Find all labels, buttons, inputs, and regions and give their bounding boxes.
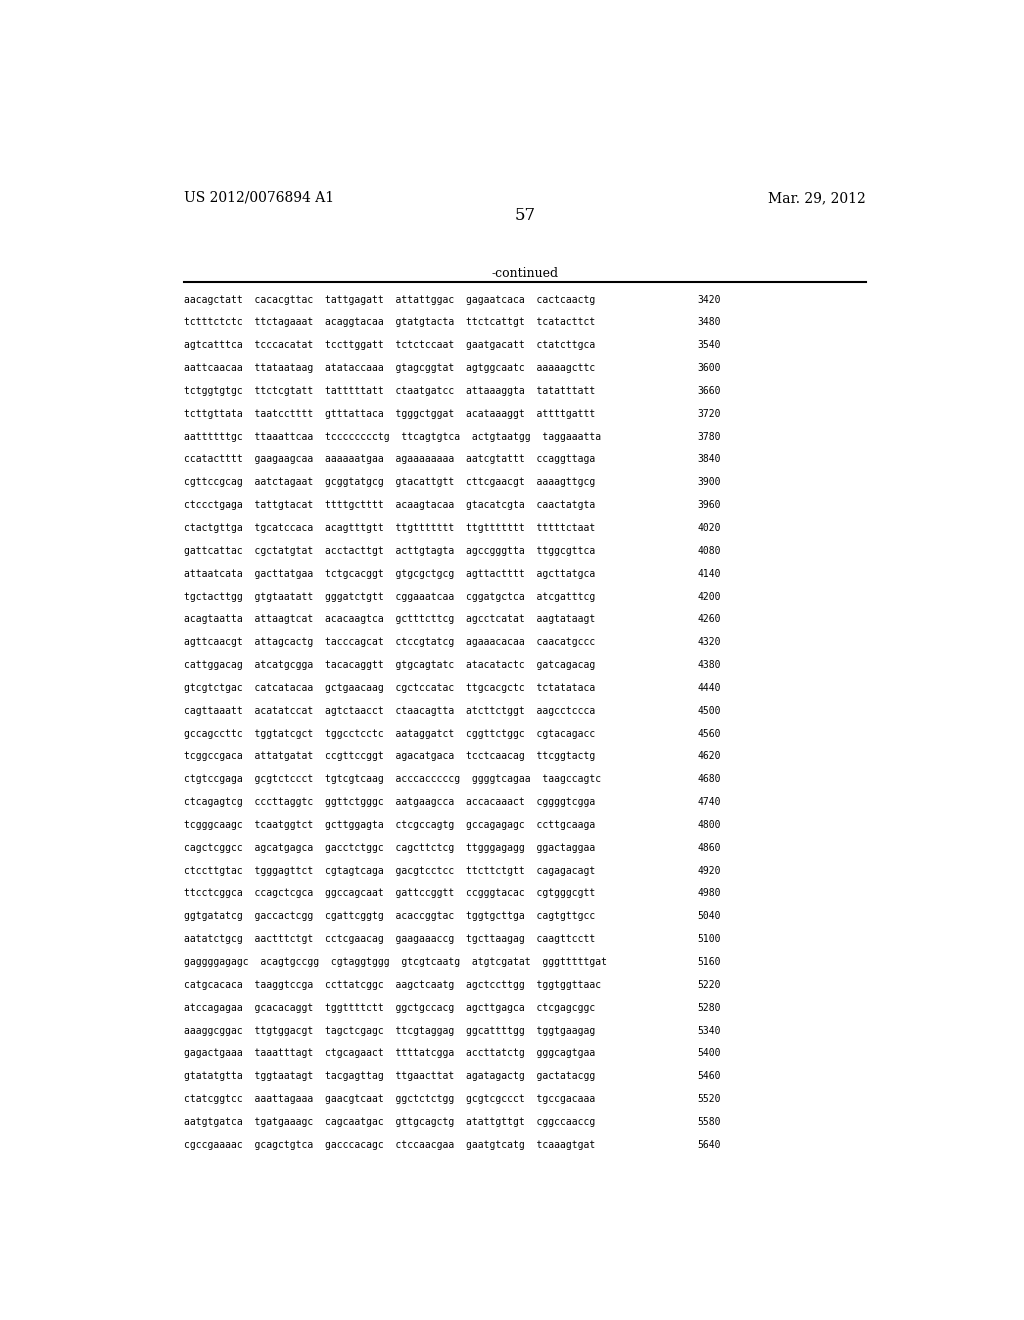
Text: gattcattac  cgctatgtat  acctacttgt  acttgtagta  agccgggtta  ttggcgttca: gattcattac cgctatgtat acctacttgt acttgta… bbox=[183, 546, 595, 556]
Text: gagactgaaa  taaatttagt  ctgcagaact  ttttatcgga  accttatctg  gggcagtgaa: gagactgaaa taaatttagt ctgcagaact ttttatc… bbox=[183, 1048, 595, 1059]
Text: tctttctctc  ttctagaaat  acaggtacaa  gtatgtacta  ttctcattgt  tcatacttct: tctttctctc ttctagaaat acaggtacaa gtatgta… bbox=[183, 317, 595, 327]
Text: 3480: 3480 bbox=[697, 317, 721, 327]
Text: 4140: 4140 bbox=[697, 569, 721, 578]
Text: aattttttgc  ttaaattcaa  tcccccccctg  ttcagtgtca  actgtaatgg  taggaaatta: aattttttgc ttaaattcaa tcccccccctg ttcagt… bbox=[183, 432, 601, 442]
Text: 3660: 3660 bbox=[697, 385, 721, 396]
Text: 3420: 3420 bbox=[697, 294, 721, 305]
Text: ccatactttt  gaagaagcaa  aaaaaatgaa  agaaaaaaaa  aatcgtattt  ccaggttaga: ccatactttt gaagaagcaa aaaaaatgaa agaaaaa… bbox=[183, 454, 595, 465]
Text: aacagctatt  cacacgttac  tattgagatt  attattggac  gagaatcaca  cactcaactg: aacagctatt cacacgttac tattgagatt attattg… bbox=[183, 294, 595, 305]
Text: 3840: 3840 bbox=[697, 454, 721, 465]
Text: ggtgatatcg  gaccactcgg  cgattcggtg  acaccggtac  tggtgcttga  cagtgttgcc: ggtgatatcg gaccactcgg cgattcggtg acaccgg… bbox=[183, 911, 595, 921]
Text: 5460: 5460 bbox=[697, 1072, 721, 1081]
Text: cattggacag  atcatgcgga  tacacaggtt  gtgcagtatc  atacatactc  gatcagacag: cattggacag atcatgcgga tacacaggtt gtgcagt… bbox=[183, 660, 595, 671]
Text: 57: 57 bbox=[514, 207, 536, 224]
Text: 4440: 4440 bbox=[697, 682, 721, 693]
Text: acagtaatta  attaagtcat  acacaagtca  gctttcttcg  agcctcatat  aagtataagt: acagtaatta attaagtcat acacaagtca gctttct… bbox=[183, 614, 595, 624]
Text: US 2012/0076894 A1: US 2012/0076894 A1 bbox=[183, 191, 334, 205]
Text: 4620: 4620 bbox=[697, 751, 721, 762]
Text: 4500: 4500 bbox=[697, 706, 721, 715]
Text: 4320: 4320 bbox=[697, 638, 721, 647]
Text: tgctacttgg  gtgtaatatt  gggatctgtt  cggaaatcaa  cggatgctca  atcgatttcg: tgctacttgg gtgtaatatt gggatctgtt cggaaat… bbox=[183, 591, 595, 602]
Text: 4920: 4920 bbox=[697, 866, 721, 875]
Text: gccagccttc  tggtatcgct  tggcctcctc  aataggatct  cggttctggc  cgtacagacc: gccagccttc tggtatcgct tggcctcctc aatagga… bbox=[183, 729, 595, 739]
Text: 5040: 5040 bbox=[697, 911, 721, 921]
Text: Mar. 29, 2012: Mar. 29, 2012 bbox=[768, 191, 866, 205]
Text: 5280: 5280 bbox=[697, 1003, 721, 1012]
Text: 4560: 4560 bbox=[697, 729, 721, 739]
Text: aatatctgcg  aactttctgt  cctcgaacag  gaagaaaccg  tgcttaagag  caagttcctt: aatatctgcg aactttctgt cctcgaacag gaagaaa… bbox=[183, 935, 595, 944]
Text: gaggggagagc  acagtgccgg  cgtaggtggg  gtcgtcaatg  atgtcgatat  gggtttttgat: gaggggagagc acagtgccgg cgtaggtggg gtcgtc… bbox=[183, 957, 606, 968]
Text: cgttccgcag  aatctagaat  gcggtatgcg  gtacattgtt  cttcgaacgt  aaaagttgcg: cgttccgcag aatctagaat gcggtatgcg gtacatt… bbox=[183, 478, 595, 487]
Text: ttcctcggca  ccagctcgca  ggccagcaat  gattccggtt  ccgggtacac  cgtgggcgtt: ttcctcggca ccagctcgca ggccagcaat gattccg… bbox=[183, 888, 595, 899]
Text: catgcacaca  taaggtccga  ccttatcggc  aagctcaatg  agctccttgg  tggtggttaac: catgcacaca taaggtccga ccttatcggc aagctca… bbox=[183, 979, 601, 990]
Text: -continued: -continued bbox=[492, 267, 558, 280]
Text: 4380: 4380 bbox=[697, 660, 721, 671]
Text: 5400: 5400 bbox=[697, 1048, 721, 1059]
Text: aaaggcggac  ttgtggacgt  tagctcgagc  ttcgtaggag  ggcattttgg  tggtgaagag: aaaggcggac ttgtggacgt tagctcgagc ttcgtag… bbox=[183, 1026, 595, 1036]
Text: 3900: 3900 bbox=[697, 478, 721, 487]
Text: ctccctgaga  tattgtacat  ttttgctttt  acaagtacaa  gtacatcgta  caactatgta: ctccctgaga tattgtacat ttttgctttt acaagta… bbox=[183, 500, 595, 510]
Text: 3720: 3720 bbox=[697, 409, 721, 418]
Text: ctcagagtcg  cccttaggtc  ggttctgggc  aatgaagcca  accacaaact  cggggtcgga: ctcagagtcg cccttaggtc ggttctgggc aatgaag… bbox=[183, 797, 595, 807]
Text: 5100: 5100 bbox=[697, 935, 721, 944]
Text: gtcgtctgac  catcatacaa  gctgaacaag  cgctccatac  ttgcacgctc  tctatataca: gtcgtctgac catcatacaa gctgaacaag cgctcca… bbox=[183, 682, 595, 693]
Text: cagctcggcc  agcatgagca  gacctctggc  cagcttctcg  ttgggagagg  ggactaggaa: cagctcggcc agcatgagca gacctctggc cagcttc… bbox=[183, 842, 595, 853]
Text: 4680: 4680 bbox=[697, 775, 721, 784]
Text: atccagagaa  gcacacaggt  tggttttctt  ggctgccacg  agcttgagca  ctcgagcggc: atccagagaa gcacacaggt tggttttctt ggctgcc… bbox=[183, 1003, 595, 1012]
Text: 4260: 4260 bbox=[697, 614, 721, 624]
Text: 5340: 5340 bbox=[697, 1026, 721, 1036]
Text: 4200: 4200 bbox=[697, 591, 721, 602]
Text: 4800: 4800 bbox=[697, 820, 721, 830]
Text: attaatcata  gacttatgaa  tctgcacggt  gtgcgctgcg  agttactttt  agcttatgca: attaatcata gacttatgaa tctgcacggt gtgcgct… bbox=[183, 569, 595, 578]
Text: 3780: 3780 bbox=[697, 432, 721, 442]
Text: ctccttgtac  tgggagttct  cgtagtcaga  gacgtcctcc  ttcttctgtt  cagagacagt: ctccttgtac tgggagttct cgtagtcaga gacgtcc… bbox=[183, 866, 595, 875]
Text: aatgtgatca  tgatgaaagc  cagcaatgac  gttgcagctg  atattgttgt  cggccaaccg: aatgtgatca tgatgaaagc cagcaatgac gttgcag… bbox=[183, 1117, 595, 1127]
Text: 3960: 3960 bbox=[697, 500, 721, 510]
Text: agtcatttca  tcccacatat  tccttggatt  tctctccaat  gaatgacatt  ctatcttgca: agtcatttca tcccacatat tccttggatt tctctcc… bbox=[183, 341, 595, 350]
Text: 4740: 4740 bbox=[697, 797, 721, 807]
Text: 4860: 4860 bbox=[697, 842, 721, 853]
Text: tcttgttata  taatcctttt  gtttattaca  tgggctggat  acataaaggt  attttgattt: tcttgttata taatcctttt gtttattaca tgggctg… bbox=[183, 409, 595, 418]
Text: 5160: 5160 bbox=[697, 957, 721, 968]
Text: tcgggcaagc  tcaatggtct  gcttggagta  ctcgccagtg  gccagagagc  ccttgcaaga: tcgggcaagc tcaatggtct gcttggagta ctcgcca… bbox=[183, 820, 595, 830]
Text: 3600: 3600 bbox=[697, 363, 721, 374]
Text: 5520: 5520 bbox=[697, 1094, 721, 1104]
Text: ctgtccgaga  gcgtctccct  tgtcgtcaag  acccacccccg  ggggtcagaa  taagccagtc: ctgtccgaga gcgtctccct tgtcgtcaag acccacc… bbox=[183, 775, 601, 784]
Text: ctatcggtcc  aaattagaaa  gaacgtcaat  ggctctctgg  gcgtcgccct  tgccgacaaa: ctatcggtcc aaattagaaa gaacgtcaat ggctctc… bbox=[183, 1094, 595, 1104]
Text: 4080: 4080 bbox=[697, 546, 721, 556]
Text: agttcaacgt  attagcactg  tacccagcat  ctccgtatcg  agaaacacaa  caacatgccc: agttcaacgt attagcactg tacccagcat ctccgta… bbox=[183, 638, 595, 647]
Text: 5580: 5580 bbox=[697, 1117, 721, 1127]
Text: 5220: 5220 bbox=[697, 979, 721, 990]
Text: cagttaaatt  acatatccat  agtctaacct  ctaacagtta  atcttctggt  aagcctccca: cagttaaatt acatatccat agtctaacct ctaacag… bbox=[183, 706, 595, 715]
Text: ctactgttga  tgcatccaca  acagtttgtt  ttgttttttt  ttgttttttt  tttttctaat: ctactgttga tgcatccaca acagtttgtt ttgtttt… bbox=[183, 523, 595, 533]
Text: tcggccgaca  attatgatat  ccgttccggt  agacatgaca  tcctcaacag  ttcggtactg: tcggccgaca attatgatat ccgttccggt agacatg… bbox=[183, 751, 595, 762]
Text: 5640: 5640 bbox=[697, 1139, 721, 1150]
Text: cgccgaaaac  gcagctgtca  gacccacagc  ctccaacgaa  gaatgtcatg  tcaaagtgat: cgccgaaaac gcagctgtca gacccacagc ctccaac… bbox=[183, 1139, 595, 1150]
Text: gtatatgtta  tggtaatagt  tacgagttag  ttgaacttat  agatagactg  gactatacgg: gtatatgtta tggtaatagt tacgagttag ttgaact… bbox=[183, 1072, 595, 1081]
Text: 3540: 3540 bbox=[697, 341, 721, 350]
Text: tctggtgtgc  ttctcgtatt  tatttttatt  ctaatgatcc  attaaaggta  tatatttatt: tctggtgtgc ttctcgtatt tatttttatt ctaatga… bbox=[183, 385, 595, 396]
Text: 4980: 4980 bbox=[697, 888, 721, 899]
Text: 4020: 4020 bbox=[697, 523, 721, 533]
Text: aattcaacaa  ttataataag  atataccaaa  gtagcggtat  agtggcaatc  aaaaagcttc: aattcaacaa ttataataag atataccaaa gtagcgg… bbox=[183, 363, 595, 374]
